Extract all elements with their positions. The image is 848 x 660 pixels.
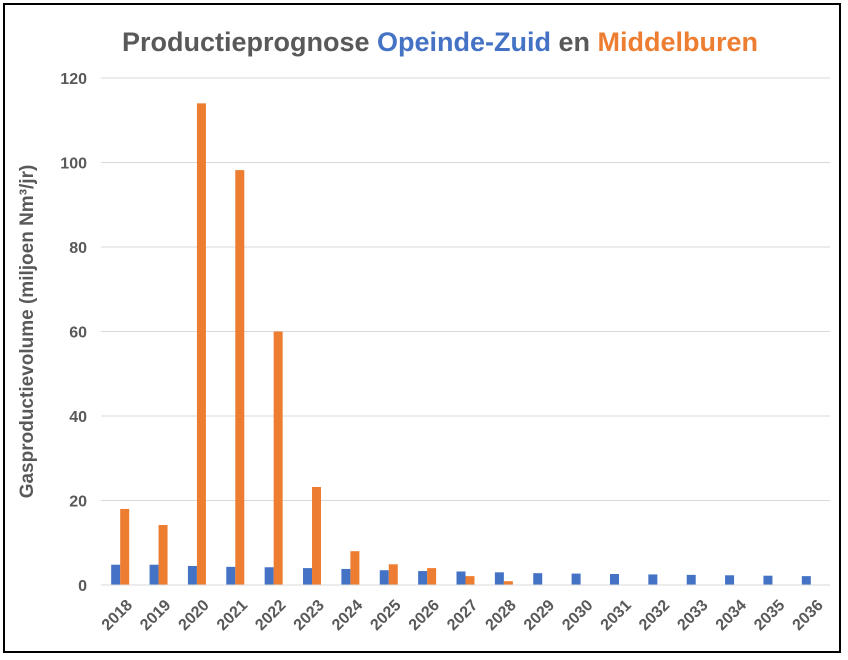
bar-opeinde-zuid-2018 bbox=[111, 564, 121, 585]
bar-opeinde-zuid-2021 bbox=[226, 566, 236, 585]
bar-middelburen-2026 bbox=[427, 568, 437, 585]
x-tick-label: 2023 bbox=[291, 597, 328, 634]
bar-opeinde-zuid-2032 bbox=[648, 574, 658, 585]
y-tick-labels: 0 20 40 60 80 100 120 bbox=[60, 71, 87, 595]
x-tick-label: 2019 bbox=[137, 597, 174, 634]
bar-middelburen-2023 bbox=[312, 486, 322, 585]
x-tick-label: 2027 bbox=[444, 597, 481, 634]
bar-opeinde-zuid-2035 bbox=[763, 575, 773, 585]
x-tick-label: 2026 bbox=[406, 597, 443, 634]
bar-opeinde-zuid-2036 bbox=[801, 576, 811, 585]
x-tick-label: 2018 bbox=[99, 597, 136, 634]
bars bbox=[111, 103, 811, 586]
x-tick-label: 2020 bbox=[176, 597, 213, 634]
title-part-1: Opeinde-Zuid bbox=[377, 27, 551, 57]
bar-middelburen-2018 bbox=[120, 508, 130, 585]
bar-opeinde-zuid-2022 bbox=[264, 567, 274, 585]
x-tick-label: 2028 bbox=[483, 597, 520, 634]
bar-middelburen-2025 bbox=[388, 564, 398, 585]
x-tick-label: 2031 bbox=[598, 597, 635, 634]
x-tick-label: 2035 bbox=[751, 597, 788, 634]
bar-opeinde-zuid-2028 bbox=[494, 572, 504, 585]
bar-opeinde-zuid-2030 bbox=[571, 573, 581, 585]
bar-middelburen-2028 bbox=[503, 581, 513, 585]
x-tick-label: 2036 bbox=[790, 597, 827, 634]
x-tick-label: 2021 bbox=[214, 597, 251, 634]
x-tick-labels: 2018 2019 2020 2021 2022 2023 2024 2025 2026 2027… bbox=[99, 597, 827, 634]
bar-middelburen-2024 bbox=[350, 551, 360, 585]
bar-middelburen-2022 bbox=[273, 331, 283, 585]
chart-frame: Productieprognose Opeinde-Zuid en Middel… bbox=[3, 3, 841, 653]
bar-opeinde-zuid-2034 bbox=[725, 575, 735, 585]
x-tick-label: 2029 bbox=[521, 597, 558, 634]
chart-title: Productieprognose Opeinde-Zuid en Middel… bbox=[122, 27, 758, 57]
bar-middelburen-2021 bbox=[235, 170, 245, 586]
y-axis-title: Gasproductievolume (miljoen Nm³/jr) bbox=[17, 165, 38, 499]
y-tick-label: 120 bbox=[60, 71, 87, 88]
x-tick-label: 2033 bbox=[674, 597, 711, 634]
bar-opeinde-zuid-2023 bbox=[303, 568, 313, 585]
y-tick-label: 20 bbox=[69, 494, 87, 511]
bar-opeinde-zuid-2019 bbox=[149, 564, 159, 585]
bar-opeinde-zuid-2026 bbox=[418, 571, 428, 585]
bar-opeinde-zuid-2027 bbox=[456, 571, 466, 585]
x-tick-label: 2032 bbox=[636, 597, 673, 634]
x-tick-label: 2024 bbox=[329, 597, 366, 634]
chart-svg: Productieprognose Opeinde-Zuid en Middel… bbox=[17, 27, 830, 634]
x-tick-label: 2030 bbox=[559, 597, 596, 634]
bar-opeinde-zuid-2031 bbox=[609, 574, 619, 585]
bar-middelburen-2027 bbox=[465, 576, 475, 585]
bar-opeinde-zuid-2024 bbox=[341, 568, 351, 585]
x-tick-label: 2034 bbox=[713, 597, 750, 634]
x-tick-label: 2025 bbox=[367, 597, 404, 634]
bar-middelburen-2019 bbox=[158, 525, 168, 585]
bar-opeinde-zuid-2020 bbox=[187, 565, 197, 585]
y-tick-label: 80 bbox=[69, 240, 87, 257]
y-tick-label: 60 bbox=[69, 325, 87, 342]
title-part-3: Middelburen bbox=[598, 27, 759, 57]
y-tick-label: 0 bbox=[78, 578, 87, 595]
bar-opeinde-zuid-2025 bbox=[379, 570, 389, 585]
y-tick-label: 100 bbox=[60, 156, 87, 173]
bar-opeinde-zuid-2029 bbox=[533, 573, 543, 585]
bar-middelburen-2020 bbox=[196, 103, 206, 585]
y-tick-label: 40 bbox=[69, 409, 87, 426]
gridlines bbox=[101, 77, 830, 501]
title-part-2: en bbox=[551, 27, 598, 57]
title-part-0: Productieprognose bbox=[122, 27, 377, 57]
bar-opeinde-zuid-2033 bbox=[686, 574, 696, 585]
x-tick-label: 2022 bbox=[252, 597, 289, 634]
